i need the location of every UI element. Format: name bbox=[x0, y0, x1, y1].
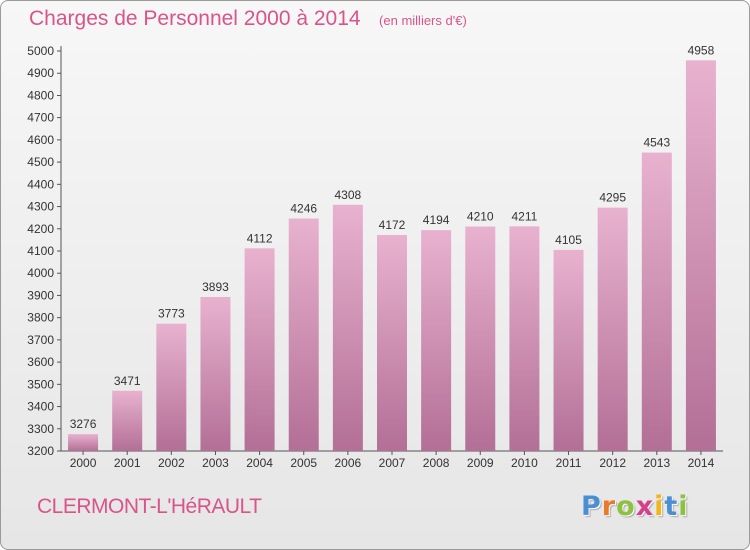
data-label: 4105 bbox=[555, 233, 582, 247]
chart-unit: (en milliers d'€) bbox=[379, 13, 467, 28]
y-tick-label: 3800 bbox=[27, 311, 54, 325]
x-tick-label: 2012 bbox=[599, 456, 626, 470]
x-tick-label: 2011 bbox=[556, 456, 582, 470]
x-tick-label: 2005 bbox=[290, 456, 317, 470]
data-label: 4112 bbox=[247, 231, 273, 245]
logo-letter: x bbox=[635, 491, 655, 522]
x-tick-label: 2003 bbox=[202, 456, 229, 470]
y-tick-label: 3500 bbox=[27, 377, 54, 391]
bar bbox=[288, 218, 319, 451]
bar bbox=[421, 230, 452, 451]
data-label: 4308 bbox=[335, 188, 362, 202]
x-tick-label: 2001 bbox=[114, 456, 141, 470]
bar bbox=[200, 297, 231, 451]
bar bbox=[553, 249, 584, 451]
data-label: 3893 bbox=[202, 280, 229, 294]
y-tick-label: 3700 bbox=[27, 333, 54, 347]
y-tick-label: 4900 bbox=[27, 66, 54, 80]
bar bbox=[465, 226, 496, 451]
bar bbox=[641, 152, 672, 452]
logo-letter: r bbox=[601, 491, 617, 522]
x-tick-label: 2004 bbox=[246, 456, 273, 470]
logo-letter: o bbox=[616, 491, 636, 522]
chart-title: Charges de Personnel 2000 à 2014 bbox=[29, 7, 361, 30]
data-label: 4246 bbox=[290, 202, 317, 216]
data-label: 4958 bbox=[688, 43, 715, 57]
bar bbox=[112, 390, 143, 451]
bar bbox=[597, 207, 628, 451]
data-label: 3773 bbox=[158, 307, 185, 321]
y-tick-label: 4000 bbox=[27, 266, 54, 280]
x-tick-label: 2009 bbox=[467, 456, 494, 470]
data-label: 4210 bbox=[467, 210, 494, 224]
x-tick-label: 2014 bbox=[688, 456, 715, 470]
y-tick-label: 4200 bbox=[27, 222, 54, 236]
bar bbox=[332, 204, 363, 451]
y-tick-label: 3400 bbox=[27, 400, 54, 414]
y-tick-label: 4800 bbox=[27, 88, 54, 102]
data-label: 4194 bbox=[423, 213, 450, 227]
commune-name: CLERMONT-L'HéRAULT bbox=[37, 495, 262, 518]
bar bbox=[377, 235, 407, 451]
y-tick-label: 3300 bbox=[27, 422, 54, 436]
bar bbox=[509, 226, 540, 451]
y-tick-label: 3900 bbox=[27, 288, 54, 302]
bar bbox=[156, 323, 187, 451]
x-tick-label: 2010 bbox=[511, 456, 538, 470]
y-tick-label: 5000 bbox=[27, 44, 54, 58]
y-tick-label: 3200 bbox=[27, 444, 54, 458]
data-label: 4543 bbox=[643, 136, 670, 150]
y-tick-label: 4600 bbox=[27, 133, 54, 147]
data-label: 4295 bbox=[599, 191, 626, 205]
title-row: Charges de Personnel 2000 à 2014 (en mil… bbox=[29, 7, 467, 31]
bar bbox=[685, 60, 716, 451]
y-tick-label: 4500 bbox=[27, 155, 54, 169]
data-label: 3276 bbox=[70, 417, 97, 431]
y-tick-label: 4300 bbox=[27, 200, 54, 214]
y-tick-label: 3600 bbox=[27, 355, 54, 369]
data-label: 4172 bbox=[379, 218, 406, 232]
x-tick-label: 2013 bbox=[643, 456, 670, 470]
x-tick-label: 2008 bbox=[423, 456, 450, 470]
x-tick-label: 2002 bbox=[158, 456, 185, 470]
proxiti-logo[interactable]: Proxiti bbox=[581, 491, 689, 522]
x-tick-label: 2000 bbox=[70, 456, 97, 470]
logo-letter: t bbox=[664, 491, 679, 522]
logo-letter: i bbox=[678, 491, 689, 522]
x-tick-label: 2007 bbox=[379, 456, 406, 470]
bar bbox=[68, 434, 99, 451]
bar bbox=[244, 248, 275, 451]
y-tick-label: 4400 bbox=[27, 177, 54, 191]
logo-letter: i bbox=[654, 491, 665, 522]
y-tick-label: 4100 bbox=[27, 244, 54, 258]
logo-letter: P bbox=[581, 491, 602, 522]
y-tick-label: 4700 bbox=[27, 111, 54, 125]
data-label: 3471 bbox=[114, 374, 141, 388]
x-tick-label: 2006 bbox=[335, 456, 362, 470]
data-label: 4211 bbox=[511, 209, 537, 223]
